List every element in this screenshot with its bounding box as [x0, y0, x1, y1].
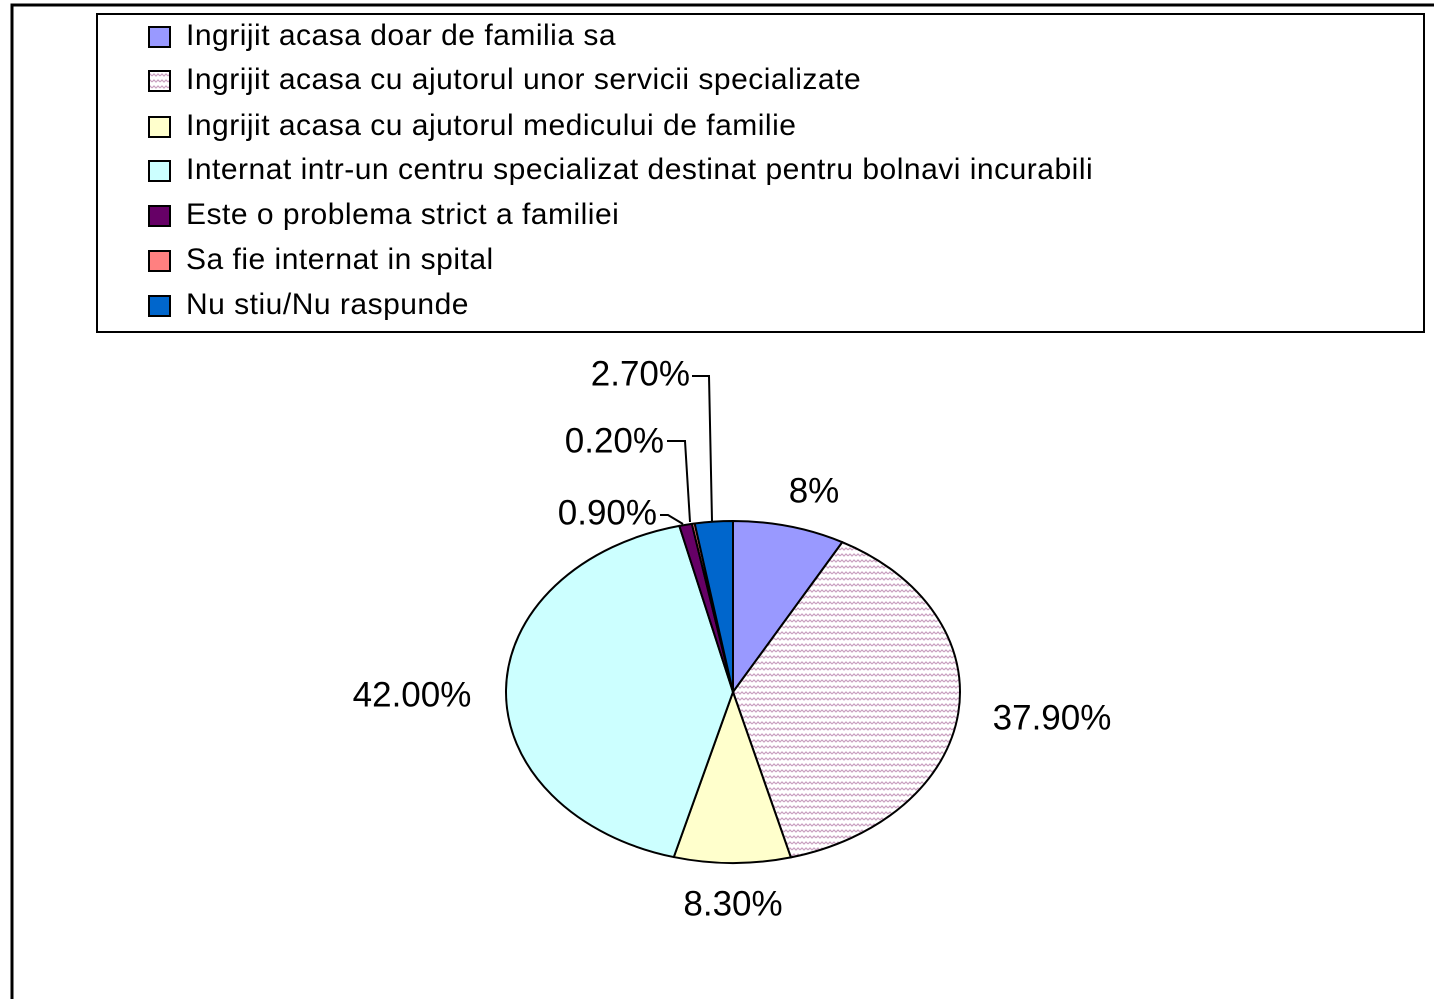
data-label: 8.30%	[683, 884, 782, 923]
legend-swatch	[148, 205, 171, 227]
legend-label: Ingrijit acasa cu ajutorul medicului de …	[186, 109, 796, 142]
data-label: 42.00%	[353, 675, 472, 714]
legend-label: Sa fie internat in spital	[186, 243, 494, 276]
pie-slice	[732, 541, 961, 859]
legend-swatch	[148, 250, 171, 272]
legend-label: Ingrijit acasa doar de familia sa	[186, 19, 616, 52]
pie-slice	[693, 520, 734, 693]
data-label: 0.90%	[558, 493, 657, 532]
legend-box	[96, 13, 1425, 333]
data-label: 8%	[789, 471, 840, 510]
pie-slice	[732, 520, 844, 693]
legend-swatch	[148, 70, 171, 92]
legend-label: Internat intr-un centru specializat dest…	[186, 153, 1093, 186]
legend-label: Nu stiu/Nu raspunde	[186, 288, 469, 321]
legend-swatch	[148, 116, 171, 138]
leader-line	[667, 440, 691, 523]
legend-label: Este o problema strict a familiei	[186, 198, 619, 231]
data-label: 37.90%	[993, 698, 1112, 737]
legend-swatch	[148, 26, 171, 48]
leader-line	[660, 514, 684, 525]
pie-slice	[505, 524, 734, 859]
pie-slice	[672, 691, 792, 864]
data-label: 2.70%	[591, 354, 690, 393]
legend-label: Ingrijit acasa cu ajutorul unor servicii…	[186, 63, 861, 96]
leader-line	[692, 375, 713, 522]
legend-swatch	[148, 160, 171, 182]
legend-swatch	[148, 295, 171, 317]
data-label: 0.20%	[565, 421, 664, 460]
